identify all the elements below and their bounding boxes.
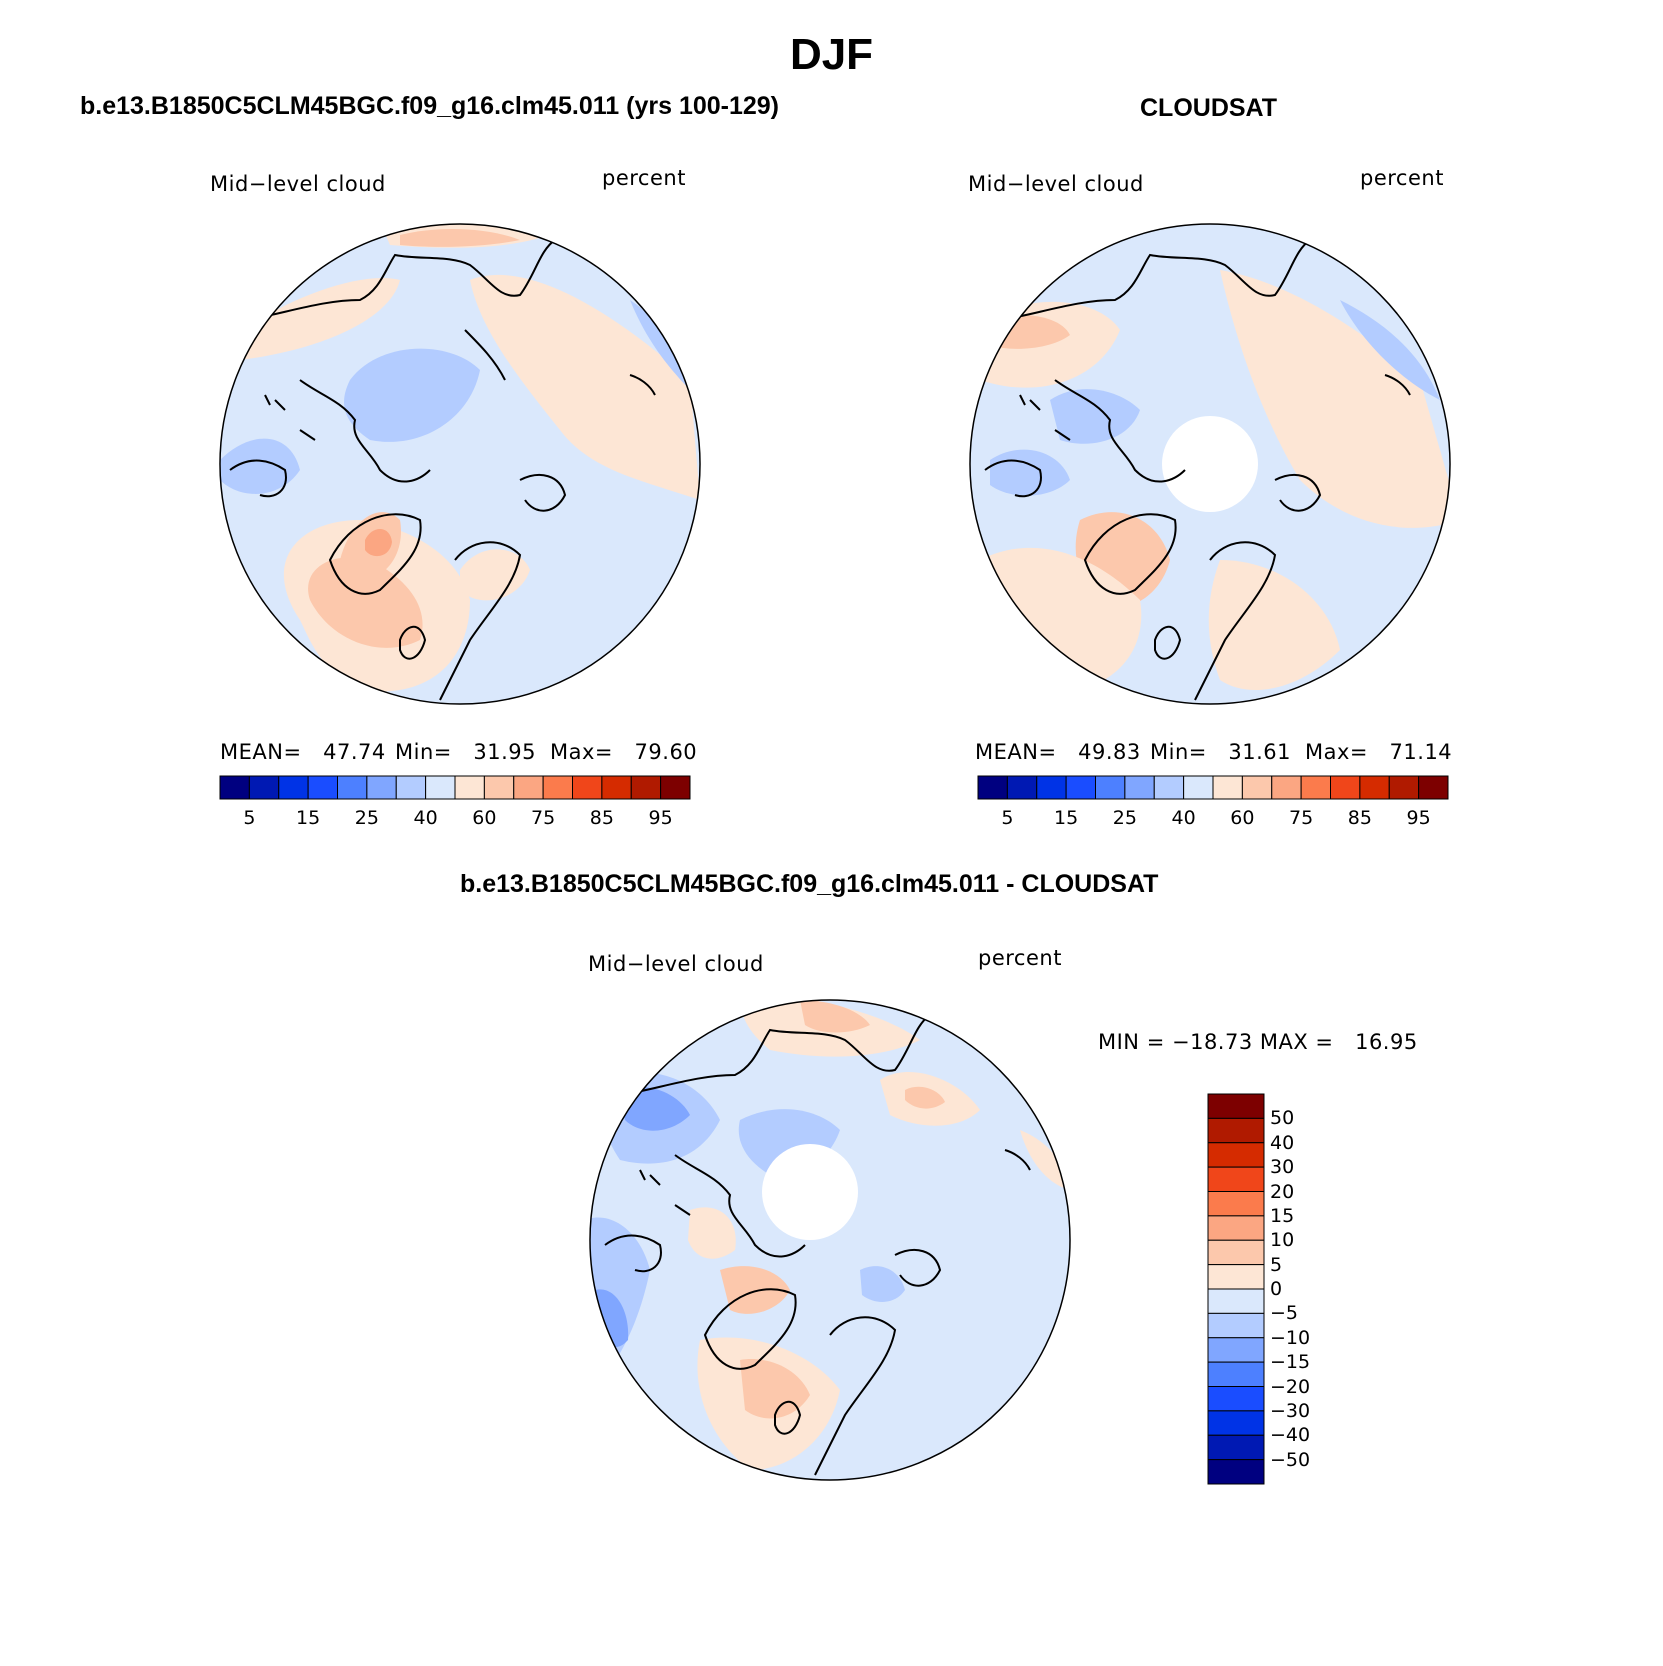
model-units-label: percent <box>602 166 686 190</box>
colorbar-tick-label: 85 <box>589 807 614 829</box>
obs-stats-min: Min= 31.61 <box>1150 740 1291 764</box>
colorbar-tick-label: 25 <box>1112 807 1137 829</box>
colorbar-tick-label: 0 <box>1270 1278 1283 1300</box>
colorbar-box <box>1418 775 1449 800</box>
colorbar-tick-label: −5 <box>1270 1302 1299 1325</box>
colorbar-tick-label: 25 <box>354 807 379 829</box>
obs-mean-value: 49.83 <box>1078 740 1141 764</box>
obs-min-label: Min= <box>1150 740 1207 764</box>
colorbar-box <box>1207 1337 1265 1363</box>
colorbar-tick-label: 15 <box>1270 1204 1295 1227</box>
colorbar-box <box>1207 1166 1265 1192</box>
obs-panel-header: CLOUDSAT <box>1140 94 1278 122</box>
model-stats-min: Min= 31.95 <box>395 740 536 764</box>
model-panel-header: b.e13.B1850C5CLM45BGC.f09_g16.clm45.011 … <box>80 92 780 120</box>
diff-min-value: −18.73 <box>1171 1030 1253 1054</box>
colorbar-tick-label: 30 <box>1270 1156 1295 1179</box>
diff-units-label: percent <box>978 946 1062 970</box>
colorbar-tick-label: 60 <box>1230 807 1255 829</box>
colorbar-tick-label: 15 <box>296 807 321 829</box>
diff-variable-label: Mid−level cloud <box>588 952 764 976</box>
main-title: DJF <box>789 30 874 79</box>
model-stats-mean: MEAN= 47.74 <box>220 740 386 764</box>
diff-max-label: MAX = <box>1259 1030 1334 1054</box>
obs-min-value: 31.61 <box>1228 740 1292 764</box>
model-mean-label: MEAN= <box>220 740 302 764</box>
colorbar-box <box>1207 1191 1265 1217</box>
colorbar-box <box>1207 1117 1265 1144</box>
model-min-value: 31.95 <box>473 740 537 764</box>
colorbar-box <box>1207 1093 1265 1119</box>
colorbar-tick-label: 95 <box>1406 807 1431 829</box>
colorbar-tick-label: 10 <box>1270 1229 1295 1252</box>
model-min-label: Min= <box>395 740 452 764</box>
colorbar-tick-label: −30 <box>1270 1399 1311 1422</box>
colorbar-tick-label: 15 <box>1054 807 1079 829</box>
colorbar-tick-label: −40 <box>1270 1424 1311 1447</box>
model-stats-max: Max= 79.60 <box>550 740 697 764</box>
colorbar-tick-label: −10 <box>1270 1326 1311 1349</box>
colorbar-box <box>1207 1361 1265 1387</box>
diff-max-value: 16.95 <box>1355 1030 1418 1054</box>
obs-max-value: 71.14 <box>1389 740 1453 764</box>
colorbar-box <box>1207 1312 1265 1339</box>
colorbar-tick-label: 50 <box>1270 1107 1295 1130</box>
model-max-label: Max= <box>550 740 614 764</box>
colorbar-box <box>1207 1434 1265 1461</box>
colorbar-tick-label: 40 <box>1270 1131 1295 1154</box>
obs-stats-mean: MEAN= 49.83 <box>975 740 1141 764</box>
colorbar-tick-label: 75 <box>1289 807 1314 829</box>
obs-stats-max: Max= 71.14 <box>1305 740 1452 764</box>
model-mean-value: 47.74 <box>323 740 386 764</box>
colorbar-tick-label: 75 <box>531 807 556 829</box>
diff-min-label: MIN = <box>1098 1030 1165 1054</box>
colorbar-box <box>1207 1264 1265 1290</box>
colorbar-box <box>1207 1459 1265 1485</box>
model-max-value: 79.60 <box>634 740 698 764</box>
colorbar-tick-label: 5 <box>243 807 256 829</box>
colorbar-tick-label: −15 <box>1270 1351 1311 1374</box>
obs-variable-label: Mid−level cloud <box>968 172 1144 196</box>
colorbar-tick-label: 40 <box>1171 807 1196 829</box>
diff-stats: MIN = −18.73 MAX = 16.95 <box>1098 1030 1418 1054</box>
colorbar-box <box>660 775 691 800</box>
colorbar-tick-label: 60 <box>472 807 497 829</box>
colorbar-tick-label: 5 <box>1001 807 1014 829</box>
colorbar-box <box>1207 1288 1265 1314</box>
colorbar-box <box>1207 1215 1265 1241</box>
colorbar-box <box>1207 1410 1265 1436</box>
colorbar-box <box>1207 1386 1265 1412</box>
colorbar-tick-label: −20 <box>1270 1375 1311 1398</box>
colorbar-tick-label: 5 <box>1270 1253 1283 1276</box>
obs-mean-label: MEAN= <box>975 740 1057 764</box>
colorbar-tick-label: 40 <box>413 807 438 829</box>
colorbar-tick-label: −50 <box>1270 1448 1311 1471</box>
diff-panel-header: b.e13.B1850C5CLM45BGC.f09_g16.clm45.011 … <box>460 870 1159 898</box>
colorbar-tick-label: 85 <box>1347 807 1372 829</box>
model-variable-label: Mid−level cloud <box>210 172 386 196</box>
obs-max-label: Max= <box>1305 740 1369 764</box>
obs-units-label: percent <box>1360 166 1444 190</box>
colorbar-box <box>1207 1142 1265 1168</box>
colorbar-box <box>1207 1239 1265 1266</box>
colorbar-tick-label: 95 <box>648 807 673 829</box>
colorbar-tick-label: 20 <box>1270 1180 1295 1203</box>
